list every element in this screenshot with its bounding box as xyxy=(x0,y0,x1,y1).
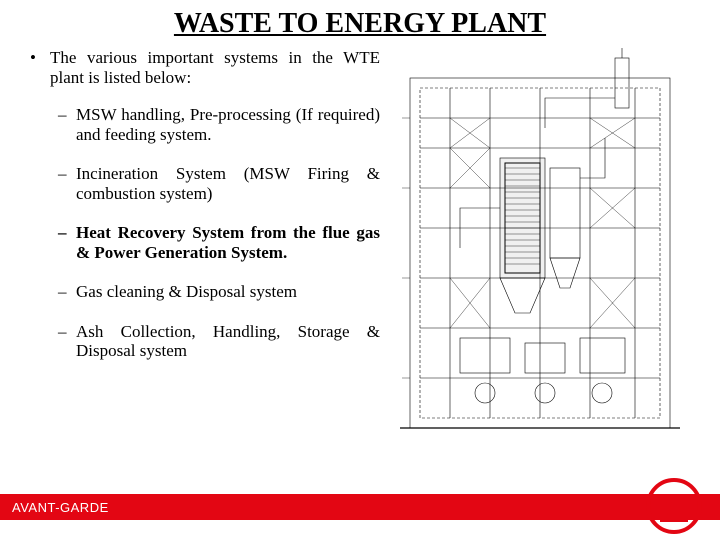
schematic-icon xyxy=(390,48,690,448)
text-column: • The various important systems in the W… xyxy=(30,48,390,448)
sub-list: – MSW handling, Pre-processing (If requi… xyxy=(30,105,380,361)
list-item: – Gas cleaning & Disposal system xyxy=(58,282,380,302)
dash-icon: – xyxy=(58,223,76,262)
item-text: Ash Collection, Handling, Storage & Disp… xyxy=(76,322,380,361)
footer-text: AVANT-GARDE xyxy=(12,500,109,515)
page-title: WASTE TO ENERGY PLANT xyxy=(0,0,720,40)
list-item: – Heat Recovery System from the flue gas… xyxy=(58,223,380,262)
dash-icon: – xyxy=(58,282,76,302)
dash-icon: – xyxy=(58,164,76,203)
company-logo-icon xyxy=(646,478,702,534)
item-text: Gas cleaning & Disposal system xyxy=(76,282,297,302)
plant-diagram xyxy=(390,48,690,448)
bullet-icon: • xyxy=(30,48,50,87)
list-item: – MSW handling, Pre-processing (If requi… xyxy=(58,105,380,144)
intro-text: The various important systems in the WTE… xyxy=(50,48,380,87)
item-text: Heat Recovery System from the flue gas &… xyxy=(76,223,380,262)
item-text: MSW handling, Pre-processing (If require… xyxy=(76,105,380,144)
footer-bar: AVANT-GARDE xyxy=(0,494,720,520)
dash-icon: – xyxy=(58,105,76,144)
content-area: • The various important systems in the W… xyxy=(0,40,720,448)
list-item: – Incineration System (MSW Firing & comb… xyxy=(58,164,380,203)
item-text: Incineration System (MSW Firing & combus… xyxy=(76,164,380,203)
list-item: – Ash Collection, Handling, Storage & Di… xyxy=(58,322,380,361)
intro-bullet: • The various important systems in the W… xyxy=(30,48,380,87)
dash-icon: – xyxy=(58,322,76,361)
